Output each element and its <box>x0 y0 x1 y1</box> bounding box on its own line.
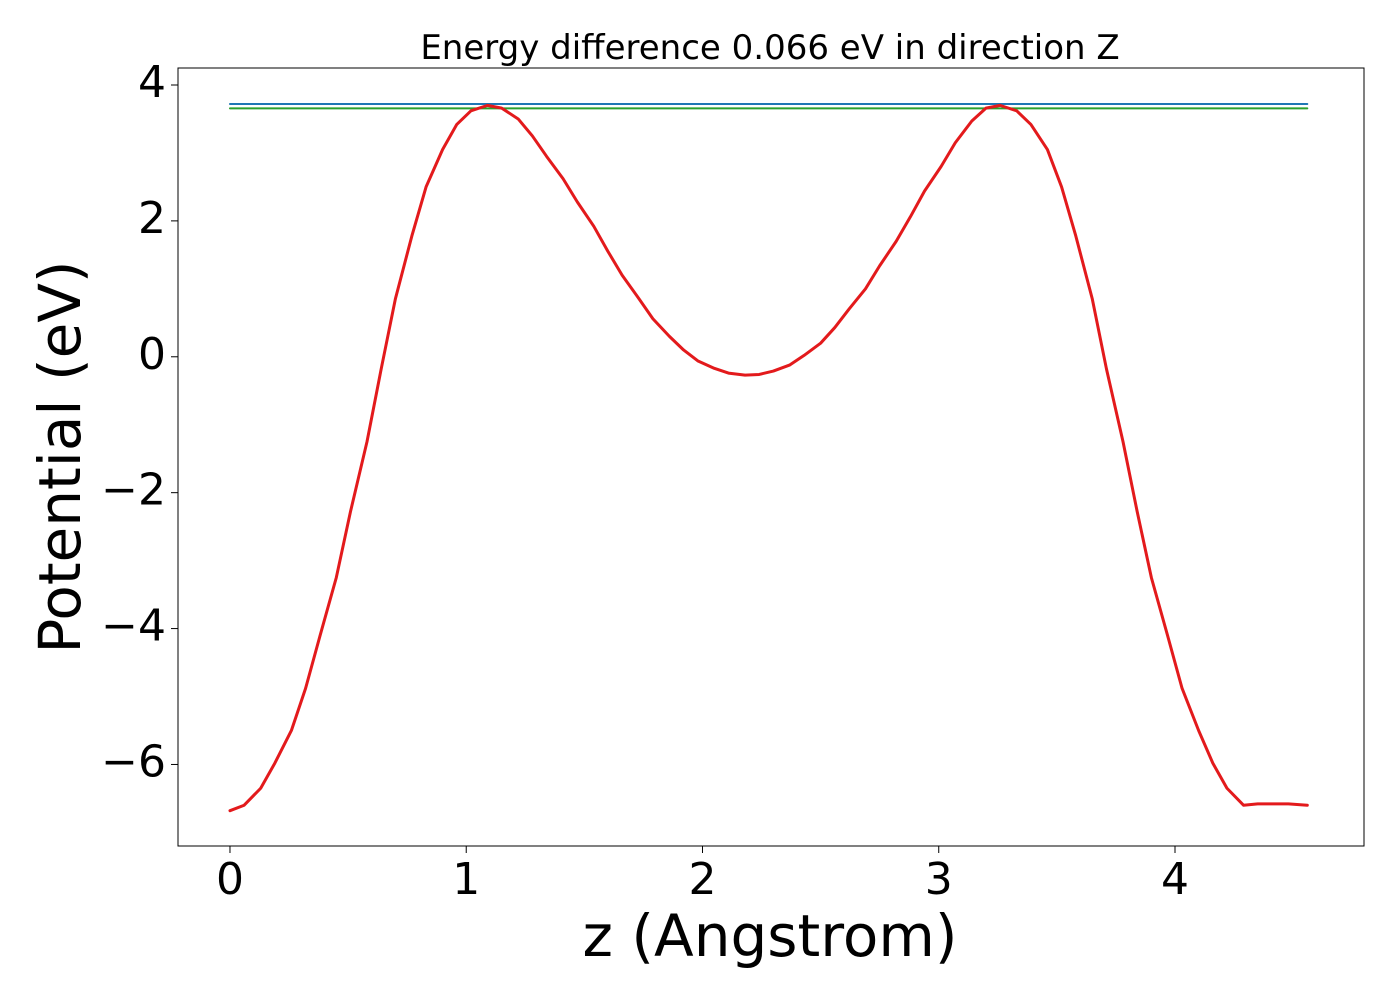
x-tick-label: 0 <box>216 854 244 905</box>
y-tick-label: −6 <box>101 736 166 787</box>
chart-title: Energy difference 0.066 eV in direction … <box>420 28 1119 68</box>
x-axis-label: z (Angstrom) <box>583 902 958 970</box>
y-tick-label: −2 <box>101 465 166 516</box>
plot-area <box>177 67 1365 847</box>
y-axis-label: Potential (eV) <box>26 260 94 653</box>
x-tick-label: 3 <box>925 854 953 905</box>
y-axis: 4 2 0 −2 −4 −6 <box>101 57 178 787</box>
series-line-red <box>228 103 1309 813</box>
y-tick-label: 0 <box>138 329 166 380</box>
x-tick-label: 4 <box>1161 854 1189 905</box>
x-tick-label: 2 <box>688 854 716 905</box>
x-axis: 0 1 2 3 4 <box>216 846 1189 905</box>
y-tick-label: 2 <box>138 193 166 244</box>
series-layer <box>228 103 1309 813</box>
y-tick-label: 4 <box>138 57 166 108</box>
x-tick-label: 1 <box>452 854 480 905</box>
y-tick-label: −4 <box>101 601 166 652</box>
